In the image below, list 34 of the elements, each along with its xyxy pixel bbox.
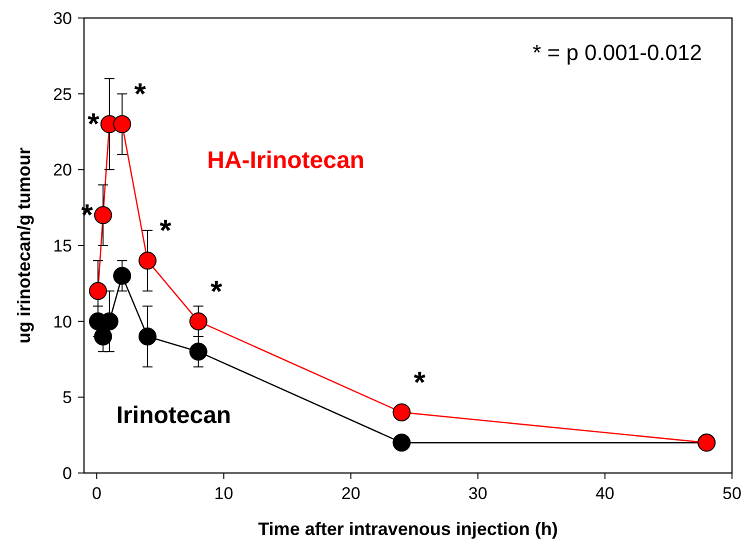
- x-tick-label: 30: [468, 484, 488, 503]
- y-tick-label: 30: [53, 9, 72, 28]
- y-tick-label: 25: [53, 84, 72, 104]
- x-axis-title: Time after intravenous injection (h): [258, 519, 558, 539]
- point: [94, 206, 112, 224]
- annotation: *: [414, 366, 426, 400]
- series-label: Irinotecan: [116, 402, 232, 429]
- point: [113, 115, 132, 134]
- y-tick-label: 10: [53, 312, 72, 332]
- point: [94, 328, 112, 346]
- text: HA-Irinotecan: [207, 147, 364, 174]
- point: [189, 312, 208, 330]
- x-tick-label: 0: [92, 484, 102, 503]
- annotation: * = p 0.001-0.012: [532, 40, 702, 65]
- x-tick-label: 50: [722, 484, 742, 503]
- y-tick-label: 15: [53, 236, 72, 256]
- point: [88, 282, 107, 300]
- point: [392, 403, 411, 422]
- y-tick-label: 0: [62, 464, 72, 483]
- point: [138, 252, 157, 270]
- annotation: *: [134, 78, 146, 112]
- point: [138, 328, 157, 346]
- y-tick-label: 5: [62, 388, 72, 408]
- annotation: *: [160, 214, 172, 248]
- x-tick-label: 40: [595, 484, 614, 503]
- y-tick-label: 20: [53, 160, 72, 180]
- point: [392, 434, 411, 452]
- y-axis-title: ug irinotecan/g tumour: [14, 148, 34, 344]
- annotation: *: [210, 275, 223, 308]
- point: [189, 342, 208, 361]
- x-tick-label: 10: [214, 484, 234, 503]
- x-tick-label: 20: [341, 484, 360, 503]
- annotation: *: [88, 108, 100, 142]
- point: [113, 266, 132, 285]
